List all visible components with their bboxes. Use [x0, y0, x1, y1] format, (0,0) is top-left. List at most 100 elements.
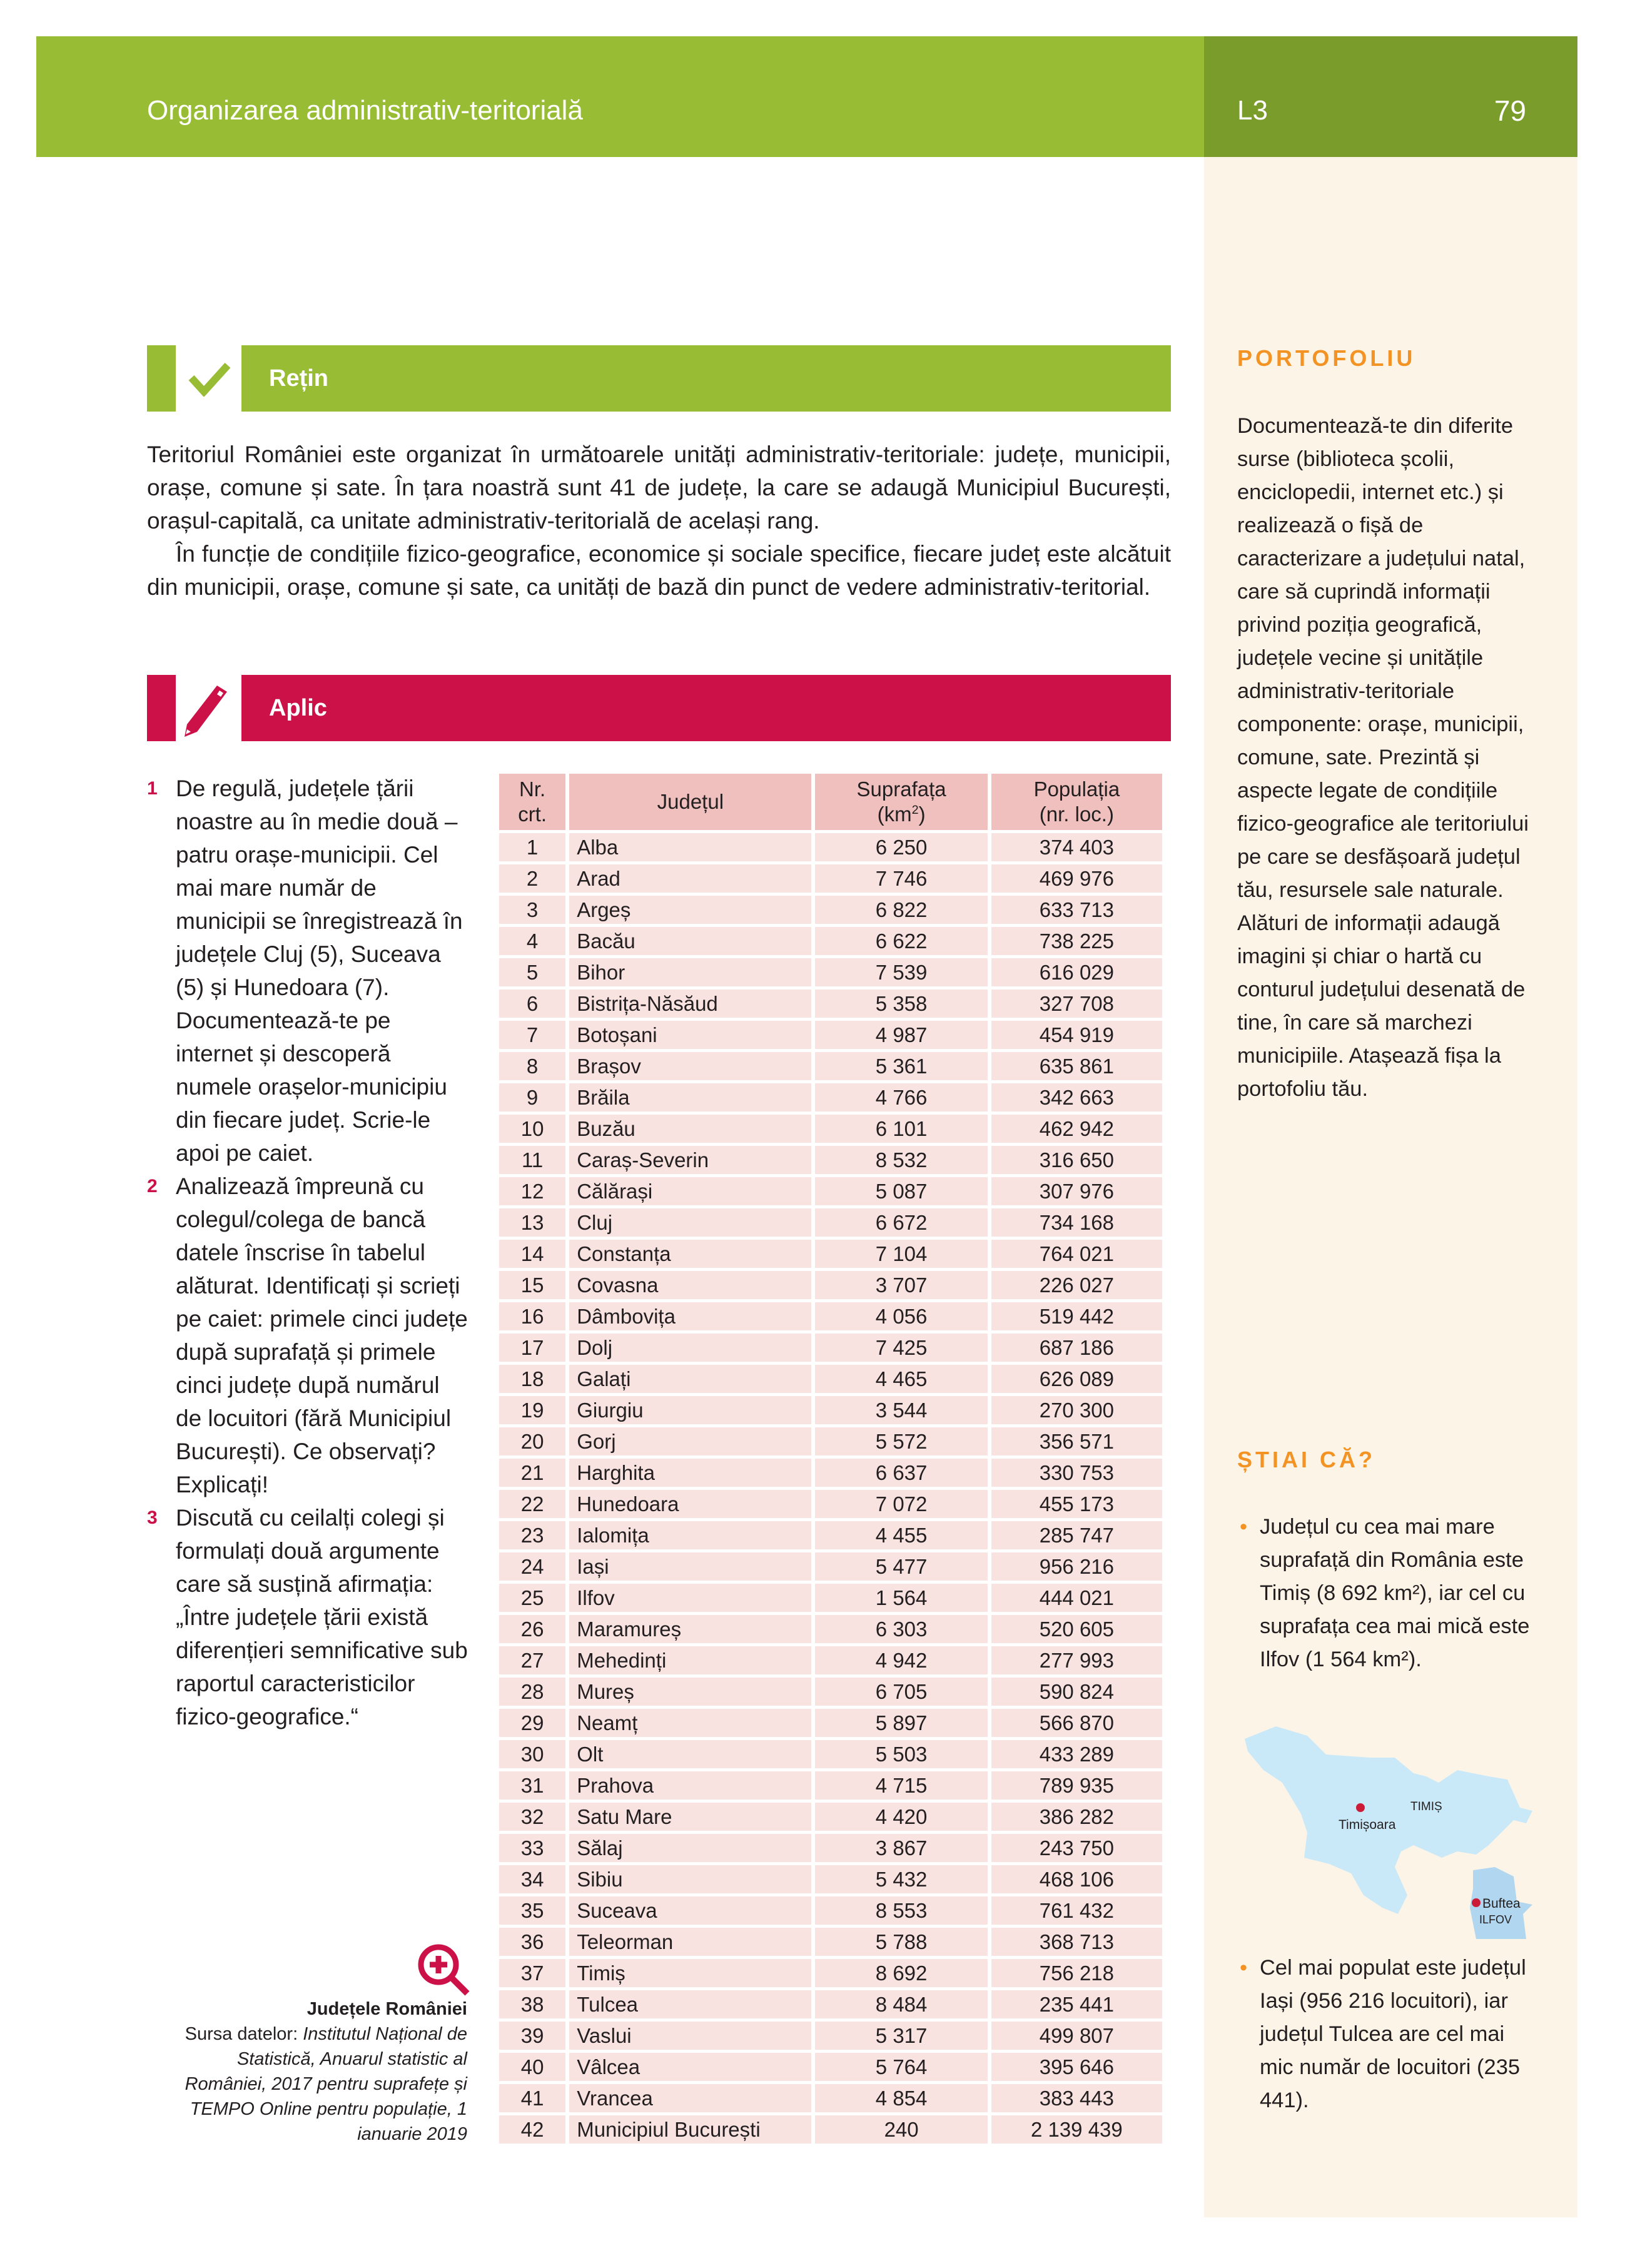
- cell-nr: 14: [499, 1240, 566, 1268]
- cell-populatie: 590 824: [991, 1678, 1162, 1706]
- caption-title: Județele României: [306, 1999, 467, 2019]
- cell-nr: 40: [499, 2053, 566, 2081]
- retin-text: Teritoriul României este organizat în ur…: [147, 438, 1171, 604]
- timis-county-shape: [1245, 1726, 1532, 1914]
- cell-suprafata: 6 101: [815, 1115, 988, 1143]
- retin-stripe: [147, 345, 176, 412]
- cell-suprafata: 5 087: [815, 1177, 988, 1205]
- stiai-heading: ȘTIAI CĂ?: [1237, 1447, 1375, 1472]
- page-number: 79: [1494, 94, 1526, 127]
- cell-judet: Vaslui: [569, 2022, 812, 2050]
- cell-judet: Tulcea: [569, 1990, 812, 2018]
- cell-suprafata: 8 532: [815, 1146, 988, 1174]
- fact-item: • Județul cu cea mai mare suprafață din …: [1240, 1511, 1534, 1676]
- cell-nr: 21: [499, 1459, 566, 1487]
- cell-suprafata: 4 465: [815, 1365, 988, 1393]
- cell-judet: Ilfov: [569, 1584, 812, 1612]
- cell-judet: Prahova: [569, 1771, 812, 1800]
- cell-populatie: 368 713: [991, 1928, 1162, 1956]
- cell-populatie: 374 403: [991, 833, 1162, 861]
- cell-judet: Hunedoara: [569, 1490, 812, 1518]
- table-row: 23 Ialomița 4 455 285 747: [499, 1521, 1162, 1549]
- buftea-label: Buftea: [1482, 1896, 1521, 1911]
- buftea-dot: [1472, 1898, 1481, 1907]
- cell-suprafata: 4 715: [815, 1771, 988, 1800]
- task-number: 1: [147, 778, 158, 799]
- cell-populatie: 395 646: [991, 2053, 1162, 2081]
- header-nr: Nr. crt.: [499, 774, 566, 830]
- cell-nr: 6: [499, 990, 566, 1018]
- table-row: 37 Timiș 8 692 756 218: [499, 1959, 1162, 1987]
- cell-judet: Harghita: [569, 1459, 812, 1487]
- cell-suprafata: 6 303: [815, 1615, 988, 1643]
- cell-populatie: 738 225: [991, 927, 1162, 955]
- table-row: 40 Vâlcea 5 764 395 646: [499, 2053, 1162, 2081]
- cell-populatie: 616 029: [991, 958, 1162, 986]
- ilfov-county-shape: [1470, 1867, 1532, 1939]
- cell-populatie: 520 605: [991, 1615, 1162, 1643]
- cell-nr: 11: [499, 1146, 566, 1174]
- header-judet: Județul: [569, 774, 812, 830]
- paragraph: În funcție de condițiile fizico-geografi…: [147, 541, 1171, 600]
- cell-suprafata: 8 484: [815, 1990, 988, 2018]
- cell-suprafata: 5 361: [815, 1052, 988, 1080]
- cell-judet: Bistrița-Năsăud: [569, 990, 812, 1018]
- task-item: 1 De regulă, județele țării noastre au î…: [147, 772, 472, 1170]
- cell-nr: 36: [499, 1928, 566, 1956]
- cell-populatie: 433 289: [991, 1740, 1162, 1768]
- caption-source-label: Sursa datelor:: [185, 2024, 303, 2044]
- portofoliu-text: Documentează-te din diferite surse (bibl…: [1237, 414, 1529, 1101]
- cell-judet: Cluj: [569, 1208, 812, 1237]
- cell-nr: 42: [499, 2115, 566, 2144]
- cell-judet: Vâlcea: [569, 2053, 812, 2081]
- cell-nr: 17: [499, 1334, 566, 1362]
- table-row: 22 Hunedoara 7 072 455 173: [499, 1490, 1162, 1518]
- table-row: 4 Bacău 6 622 738 225: [499, 927, 1162, 955]
- table-row: 39 Vaslui 5 317 499 807: [499, 2022, 1162, 2050]
- cell-nr: 15: [499, 1271, 566, 1299]
- cell-suprafata: 1 564: [815, 1584, 988, 1612]
- cell-populatie: 243 750: [991, 1834, 1162, 1862]
- cell-judet: Călărași: [569, 1177, 812, 1205]
- cell-judet: Botoșani: [569, 1021, 812, 1049]
- table-row: 25 Ilfov 1 564 444 021: [499, 1584, 1162, 1612]
- cell-populatie: 327 708: [991, 990, 1162, 1018]
- table-row: 15 Covasna 3 707 226 027: [499, 1271, 1162, 1299]
- timisoara-dot: [1356, 1803, 1365, 1812]
- cell-judet: Sălaj: [569, 1834, 812, 1862]
- cell-judet: Brăila: [569, 1083, 812, 1111]
- cell-suprafata: 5 764: [815, 2053, 988, 2081]
- cell-nr: 25: [499, 1584, 566, 1612]
- cell-judet: Mehedinți: [569, 1646, 812, 1674]
- cell-suprafata: 6 672: [815, 1208, 988, 1237]
- cell-nr: 12: [499, 1177, 566, 1205]
- table-header-row: Nr. crt. Județul Suprafața (km2) Populația…: [499, 774, 1162, 830]
- cell-populatie: 756 218: [991, 1959, 1162, 1987]
- cell-nr: 32: [499, 1803, 566, 1831]
- cell-judet: Municipiul București: [569, 2115, 812, 2144]
- header-suprafata: Suprafața (km2): [815, 774, 988, 830]
- cell-suprafata: 3 867: [815, 1834, 988, 1862]
- check-icon: [188, 362, 231, 397]
- cell-populatie: 462 942: [991, 1115, 1162, 1143]
- chapter-title: Organizarea administrativ-teritorială: [147, 95, 583, 126]
- cell-suprafata: 8 692: [815, 1959, 988, 1987]
- cell-suprafata: 6 705: [815, 1678, 988, 1706]
- cell-judet: Satu Mare: [569, 1803, 812, 1831]
- table-row: 35 Suceava 8 553 761 432: [499, 1896, 1162, 1925]
- counties-table: Nr. crt. Județul Suprafața (km2) Populația…: [495, 771, 1166, 2147]
- cell-suprafata: 240: [815, 2115, 988, 2144]
- cell-nr: 9: [499, 1083, 566, 1111]
- cell-populatie: 454 919: [991, 1021, 1162, 1049]
- paragraph: Teritoriul României este organizat în ur…: [147, 442, 1171, 534]
- cell-populatie: 277 993: [991, 1646, 1162, 1674]
- table-row: 33 Sălaj 3 867 243 750: [499, 1834, 1162, 1862]
- table-row: 18 Galați 4 465 626 089: [499, 1365, 1162, 1393]
- cell-populatie: 633 713: [991, 896, 1162, 924]
- cell-judet: Maramureș: [569, 1615, 812, 1643]
- cell-suprafata: 5 503: [815, 1740, 988, 1768]
- cell-nr: 16: [499, 1302, 566, 1330]
- cell-judet: Argeș: [569, 896, 812, 924]
- cell-populatie: 734 168: [991, 1208, 1162, 1237]
- table-row: 31 Prahova 4 715 789 935: [499, 1771, 1162, 1800]
